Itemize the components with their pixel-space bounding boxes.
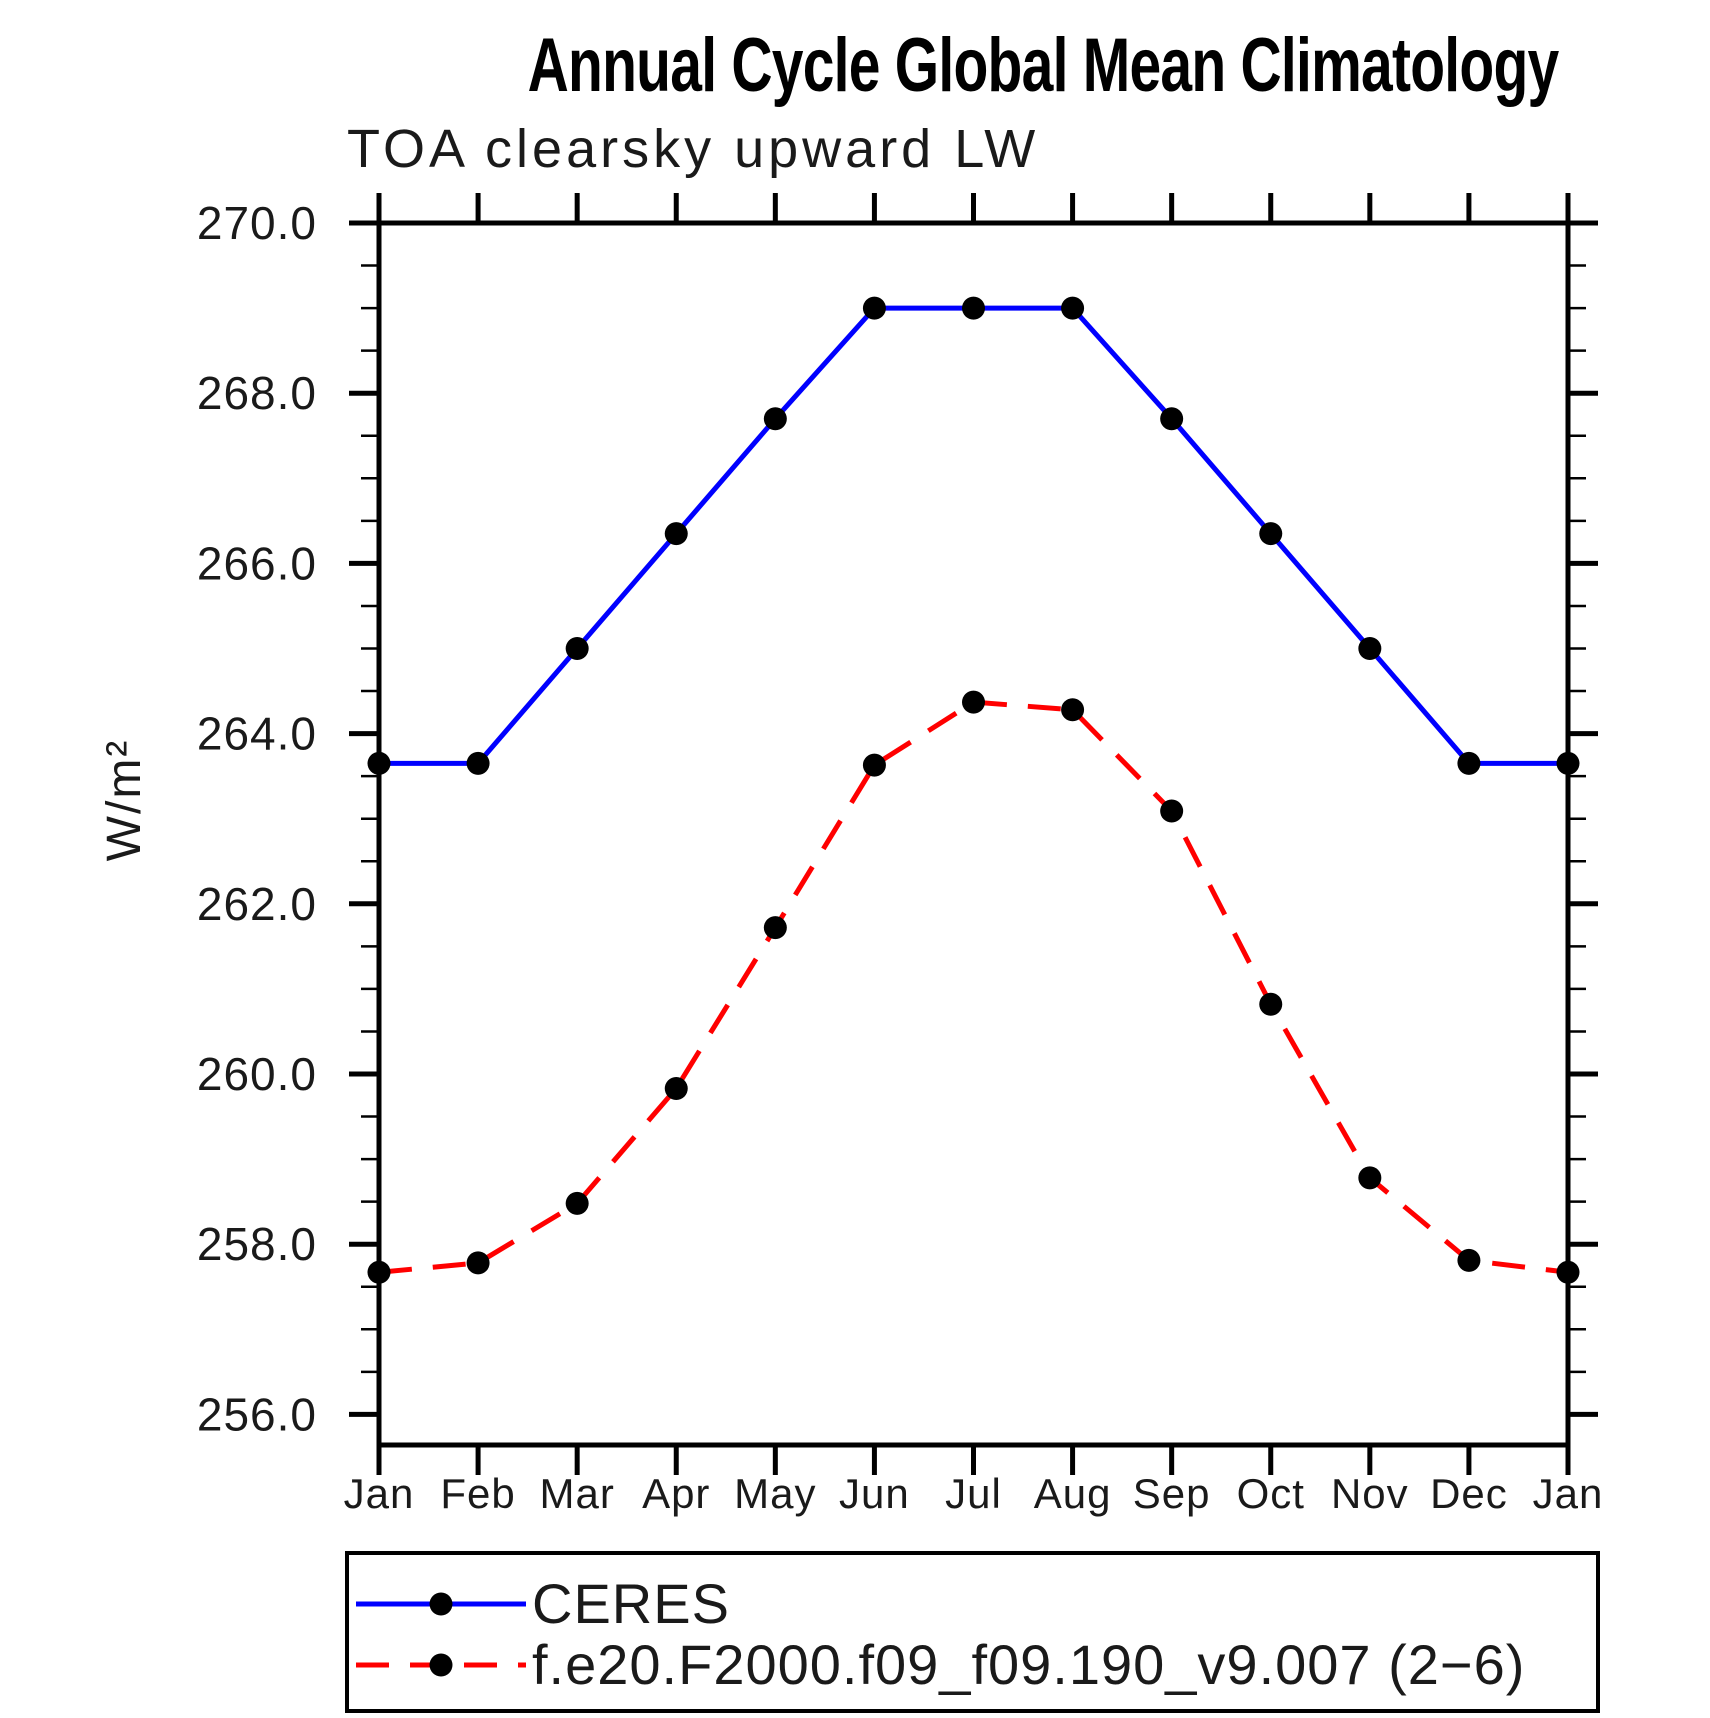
data-point-marker-0 (1259, 522, 1283, 546)
data-point-marker-1 (466, 1251, 490, 1275)
legend-marker-0 (429, 1592, 453, 1616)
data-point-marker-1 (664, 1076, 688, 1100)
x-tick-label: Mar (539, 1470, 614, 1517)
x-tick-label: Feb (440, 1470, 515, 1517)
x-tick-label: Jul (945, 1470, 1002, 1517)
data-point-marker-1 (1358, 1166, 1382, 1190)
legend-label-ceres: CERES (532, 1572, 730, 1635)
y-tick-label: 258.0 (197, 1218, 317, 1270)
y-tick-label: 256.0 (197, 1388, 317, 1440)
data-point-marker-1 (367, 1260, 391, 1284)
data-point-marker-1 (1160, 799, 1184, 823)
data-point-marker-0 (1556, 751, 1580, 775)
y-tick-label: 264.0 (197, 708, 317, 760)
x-tick-label: Apr (642, 1470, 710, 1517)
y-tick-label: 260.0 (197, 1048, 317, 1100)
data-point-marker-0 (466, 751, 490, 775)
data-point-marker-0 (763, 407, 787, 431)
chart-subtitle: TOA clearsky upward LW (347, 119, 1040, 179)
legend-marker-1 (429, 1653, 453, 1677)
chart-title: Annual Cycle Global Mean Climatology (527, 23, 1560, 108)
data-point-marker-0 (962, 296, 985, 320)
data-point-marker-1 (1259, 992, 1283, 1016)
x-tick-label: Jan (344, 1470, 415, 1517)
plot-frame (376, 220, 1571, 1448)
legend-label-model: f.e20.F2000.f09_f09.190_v9.007 (2−6) (532, 1633, 1526, 1696)
x-tick-label: Sep (1133, 1470, 1211, 1517)
x-tick-label: May (734, 1470, 816, 1517)
data-point-marker-1 (763, 916, 787, 940)
y-tick-label: 262.0 (197, 878, 317, 930)
x-tick-label: Jan (1533, 1470, 1604, 1517)
x-tick-label: Dec (1430, 1470, 1508, 1517)
data-point-marker-0 (664, 522, 688, 546)
data-point-marker-1 (1457, 1248, 1481, 1272)
data-point-marker-0 (565, 637, 589, 660)
data-point-marker-1 (565, 1191, 589, 1215)
x-tick-label: Jun (839, 1470, 910, 1517)
data-point-marker-0 (1358, 637, 1382, 660)
legend-box (345, 1551, 1600, 1713)
data-point-marker-1 (1061, 698, 1085, 722)
data-point-marker-0 (1457, 751, 1481, 775)
y-tick-label: 270.0 (197, 197, 317, 249)
data-point-marker-1 (1556, 1260, 1580, 1284)
data-point-marker-0 (862, 296, 886, 320)
data-point-marker-0 (1160, 407, 1184, 431)
data-point-marker-0 (1061, 296, 1085, 320)
x-tick-label: Oct (1237, 1470, 1305, 1517)
data-point-marker-0 (367, 751, 391, 775)
y-tick-label: 266.0 (197, 537, 317, 589)
x-tick-label: Nov (1331, 1470, 1409, 1517)
data-point-marker-1 (962, 690, 985, 714)
x-tick-label: Aug (1034, 1470, 1112, 1517)
series-line-1 (378, 699, 1569, 1275)
data-point-marker-1 (862, 753, 886, 777)
y-tick-label: 268.0 (197, 367, 317, 419)
